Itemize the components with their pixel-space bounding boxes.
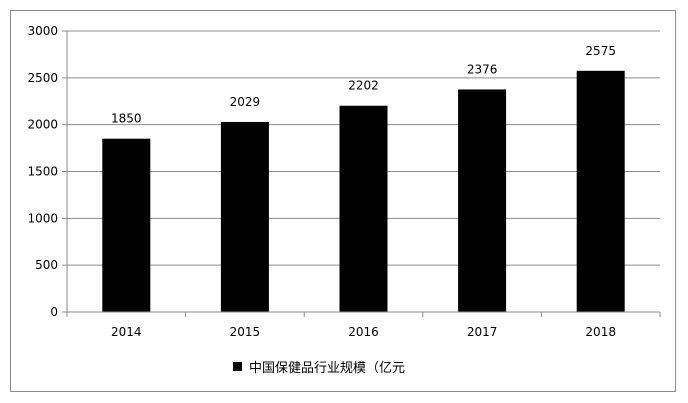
- bar: [102, 138, 151, 312]
- x-tick-label: 2017: [467, 325, 498, 339]
- bar: [339, 105, 388, 312]
- x-tick-label: 2016: [348, 325, 379, 339]
- y-tick-label: 3000: [27, 24, 58, 38]
- bars: [102, 70, 625, 312]
- legend-label: 中国保健品行业规模（亿元: [249, 361, 405, 376]
- data-label: 2376: [467, 62, 498, 76]
- legend-swatch: [233, 362, 242, 371]
- data-label: 2029: [230, 95, 261, 109]
- data-label: 2202: [348, 79, 379, 93]
- y-tick-label: 1000: [27, 211, 58, 225]
- x-tick-label: 2014: [111, 325, 142, 339]
- data-label: 2575: [585, 44, 616, 58]
- bar: [220, 121, 269, 312]
- x-tick-label: 2015: [230, 325, 261, 339]
- axes: 0 500 1000 1500 2000 2500 3000 2014 2015 2016 2017…: [27, 24, 661, 339]
- y-tick-label: 2500: [27, 71, 58, 85]
- bar: [458, 89, 507, 312]
- bar: [576, 70, 625, 312]
- y-tick-label: 1500: [27, 165, 58, 179]
- data-labels: 1850 2029 2202 2376 2575: [111, 44, 616, 126]
- data-label: 1850: [111, 112, 142, 126]
- legend: 中国保健品行业规模（亿元: [233, 361, 405, 376]
- y-tick-label: 0: [50, 305, 58, 319]
- x-tick-label: 2018: [585, 325, 616, 339]
- y-tick-label: 2000: [27, 118, 58, 132]
- y-tick-label: 500: [35, 258, 58, 272]
- grid-lines: [67, 30, 660, 266]
